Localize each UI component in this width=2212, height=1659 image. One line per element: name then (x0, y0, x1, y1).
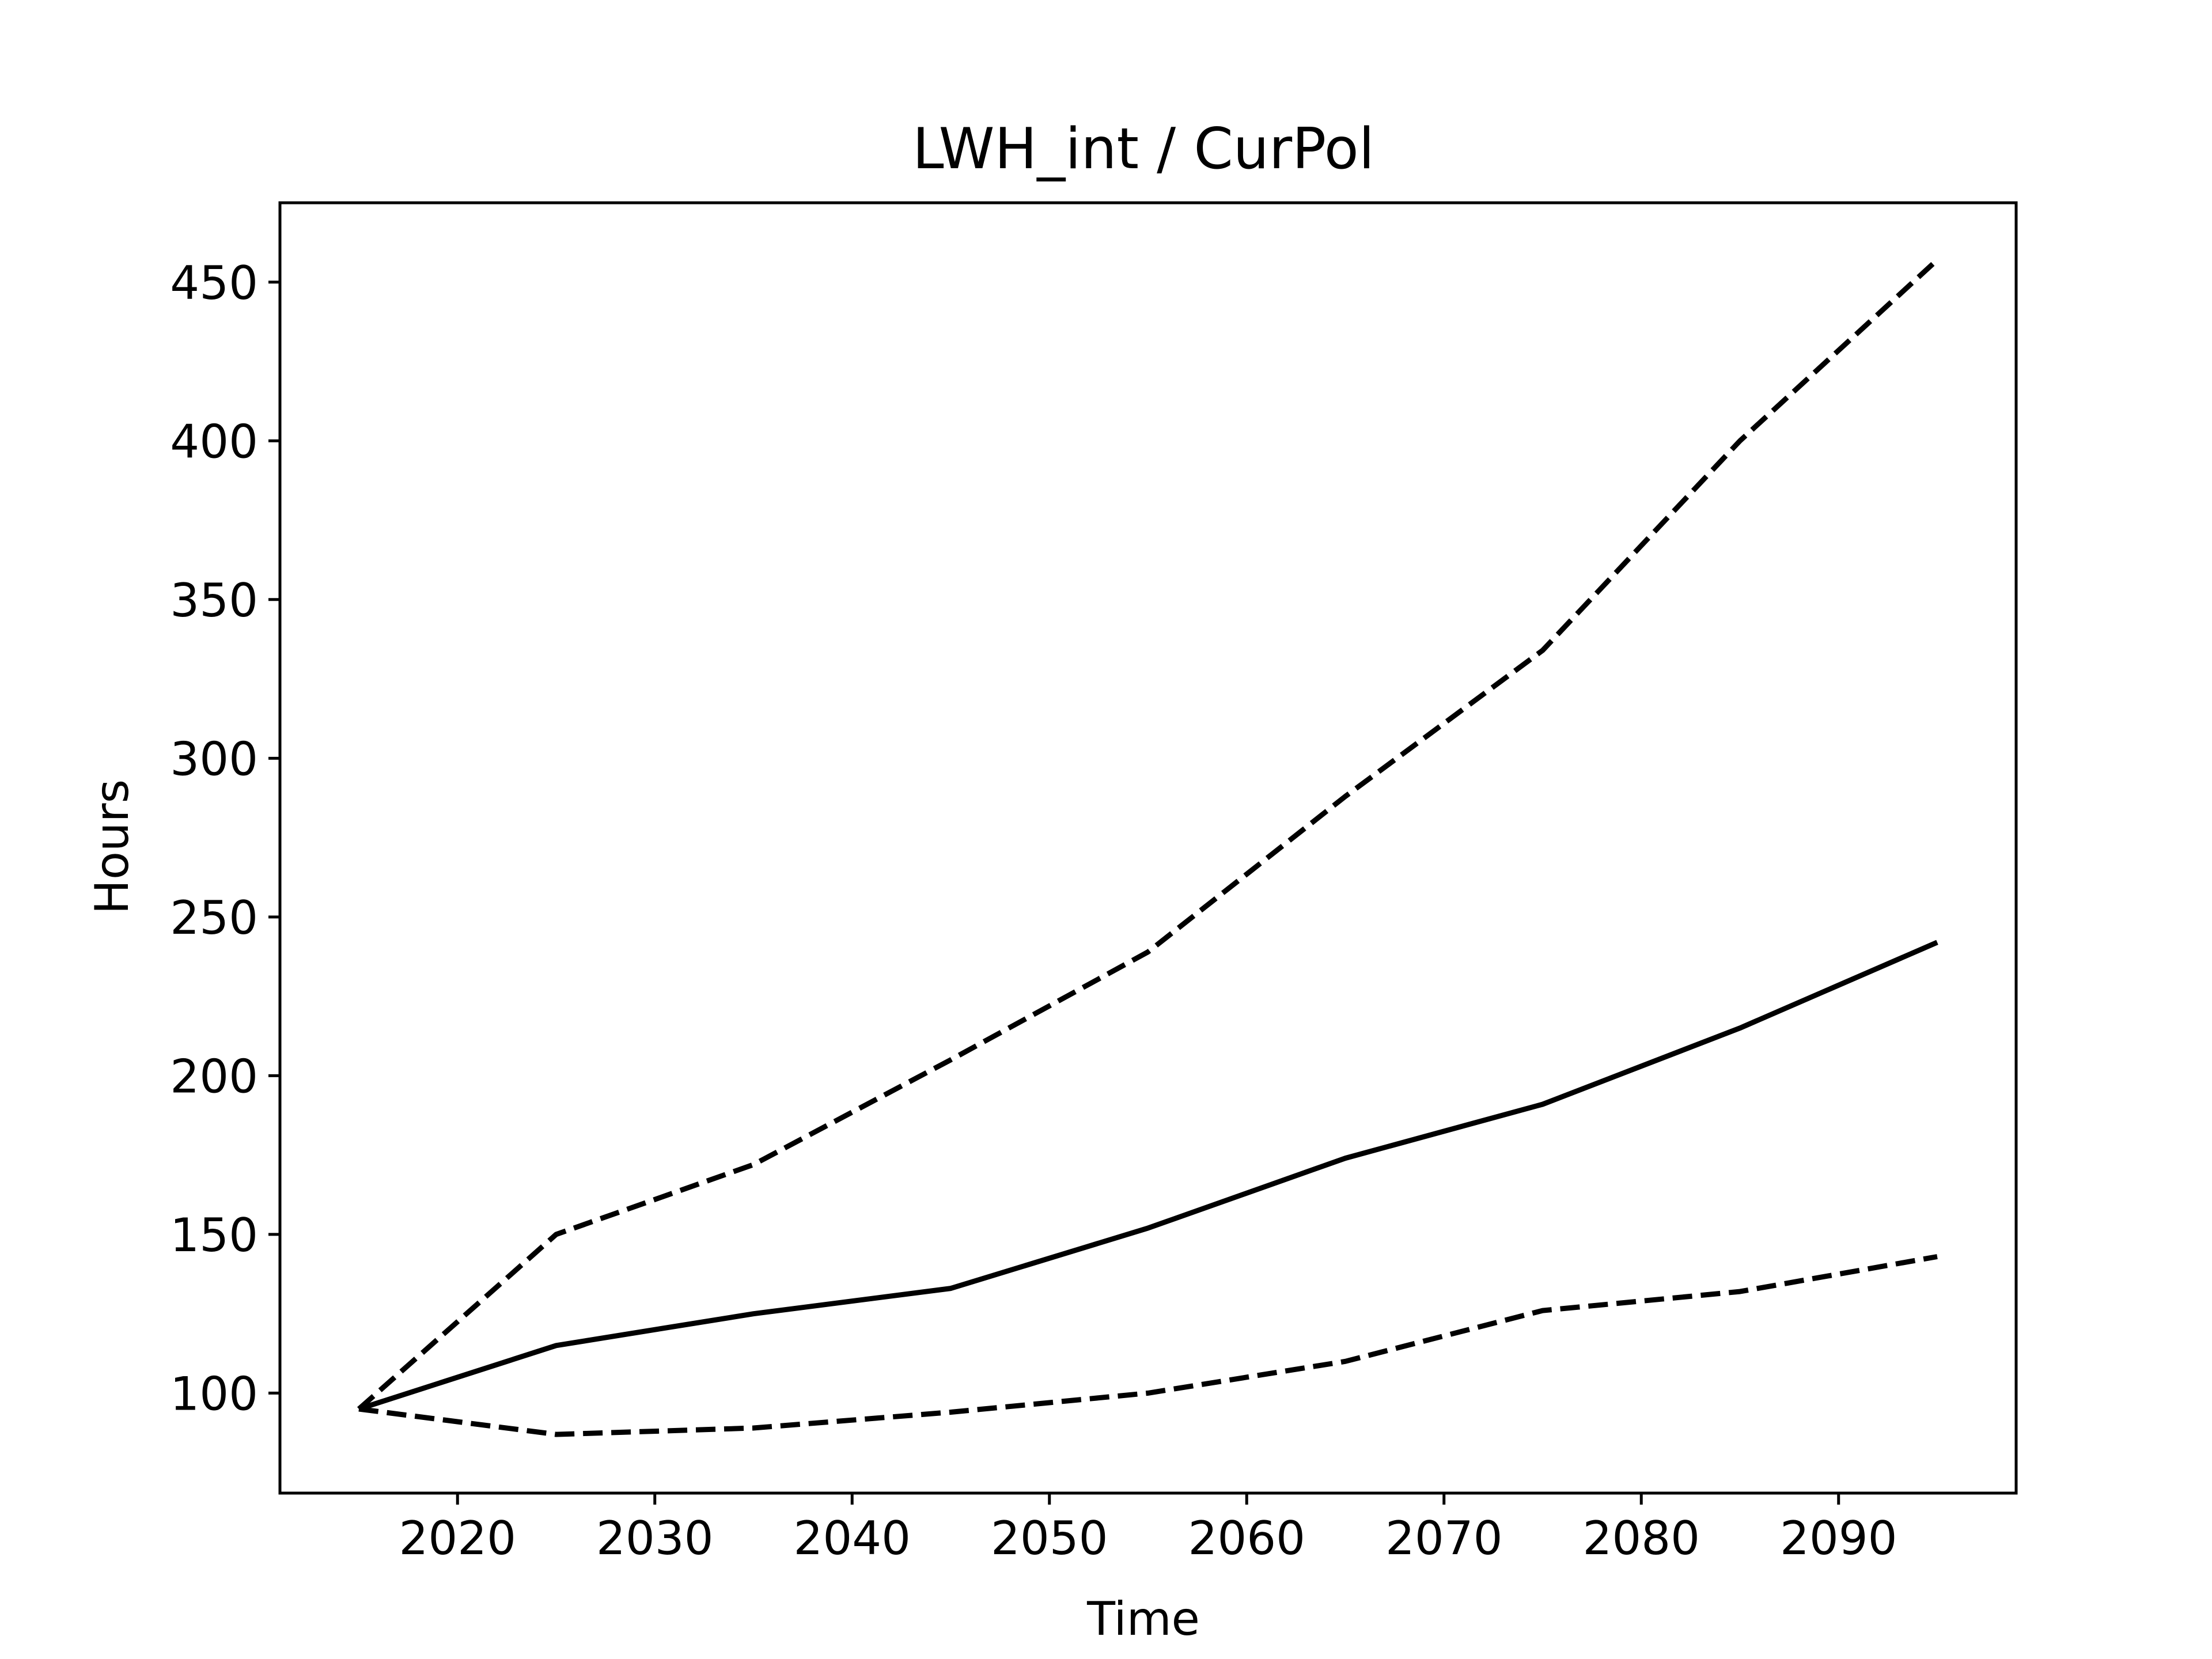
x-tick-label: 2090 (1780, 1512, 1897, 1565)
chart-title: LWH_int / CurPol (912, 116, 1374, 182)
y-tick-label: 200 (170, 1050, 258, 1103)
y-tick-label: 100 (170, 1367, 258, 1421)
y-tick-label: 350 (170, 574, 258, 627)
x-tick-label: 2070 (1385, 1512, 1503, 1565)
x-tick-label: 2040 (793, 1512, 911, 1565)
plot-area (278, 201, 2018, 1495)
x-axis: 2020 2030 2040 2050 2060 2070 2080 2090 (399, 1493, 1897, 1565)
y-axis-label: Hours (85, 779, 139, 914)
x-tick-label: 2050 (991, 1512, 1108, 1565)
x-tick-label: 2020 (399, 1512, 516, 1565)
x-axis-label: Time (1086, 1592, 1200, 1646)
plot-frame (278, 201, 2018, 1495)
y-tick-label: 250 (170, 891, 258, 945)
x-tick-label: 2060 (1188, 1512, 1305, 1565)
series-line-1 (357, 257, 1940, 1411)
series-line-3 (358, 1254, 1938, 1437)
y-tick-label: 150 (170, 1209, 258, 1262)
x-tick-label: 2080 (1582, 1512, 1700, 1565)
series-line-2 (358, 940, 1938, 1412)
y-tick-label: 450 (170, 256, 258, 310)
series-layer (357, 257, 1940, 1437)
y-tick-label: 300 (170, 732, 258, 786)
x-tick-label: 2030 (596, 1512, 714, 1565)
y-axis: 100 150 200 250 300 350 400 450 (170, 256, 280, 1421)
y-tick-label: 400 (170, 415, 258, 468)
